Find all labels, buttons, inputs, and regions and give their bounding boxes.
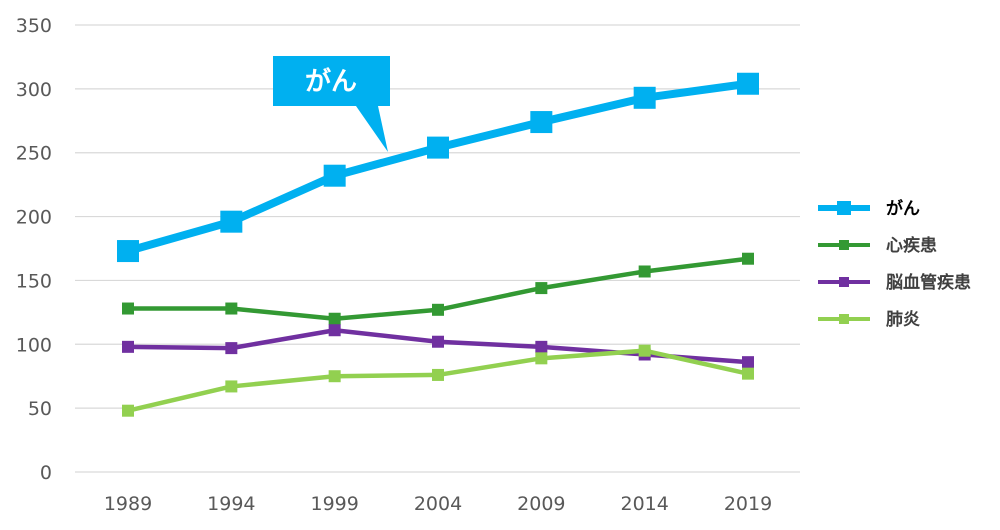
data-point: [638, 265, 651, 278]
x-tick-label: 2019: [724, 493, 772, 515]
y-tick-label: 300: [16, 79, 52, 101]
data-point: [432, 368, 444, 381]
legend-item: 肺炎: [818, 310, 920, 330]
data-point: [742, 356, 754, 369]
data-point: [432, 303, 444, 316]
legend-label: 肺炎: [886, 310, 920, 330]
data-point: [638, 344, 651, 357]
data-point: [328, 370, 341, 383]
legend-item: がん: [818, 198, 920, 219]
data-point: [122, 302, 134, 315]
x-tick-label: 1989: [104, 493, 152, 515]
callout: がん: [273, 56, 390, 152]
x-tick-label: 1999: [310, 493, 358, 515]
data-point: [122, 340, 134, 353]
data-point: [737, 72, 759, 95]
data-point: [432, 335, 444, 348]
legend-marker: [839, 240, 849, 250]
legend-item: 心疾患: [818, 235, 937, 256]
data-point: [323, 164, 346, 187]
series-3: [122, 344, 754, 417]
data-point: [225, 342, 238, 355]
data-point: [328, 312, 341, 325]
data-point: [535, 282, 548, 295]
y-tick-label: 100: [16, 334, 52, 356]
y-tick-label: 150: [16, 270, 52, 292]
data-point: [633, 86, 656, 109]
data-point: [535, 352, 548, 365]
data-point: [225, 380, 238, 393]
data-point: [225, 302, 238, 315]
data-point: [427, 136, 449, 159]
x-tick-label: 2004: [414, 493, 462, 515]
y-tick-label: 200: [16, 207, 52, 229]
legend-label: がん: [886, 198, 920, 219]
y-tick-label: 250: [16, 143, 52, 165]
data-point: [742, 252, 754, 265]
legend-marker: [839, 314, 849, 324]
data-point: [535, 340, 548, 353]
data-point: [117, 240, 139, 263]
legend-marker: [837, 201, 851, 215]
axis-labels: 0 50 100 150 200 250 300 350 1989 1994 1999 2004 200…: [16, 15, 772, 515]
legend-label: 心疾患: [886, 235, 937, 256]
callout-label: がん: [305, 66, 357, 97]
y-tick-label: 0: [40, 462, 52, 484]
legend-item: 脳血管疾患: [818, 272, 971, 293]
data-point: [220, 210, 243, 233]
y-tick-label: 350: [16, 15, 52, 37]
series-2: [122, 324, 754, 369]
callout-bubble: [273, 56, 390, 152]
legend-marker: [839, 277, 849, 287]
series-0: [117, 72, 759, 263]
legend-label: 脳血管疾患: [886, 272, 971, 293]
series-lines: [117, 72, 759, 417]
x-tick-label: 2009: [517, 493, 565, 515]
x-tick-label: 2014: [620, 493, 668, 515]
data-point: [328, 324, 341, 337]
data-point: [122, 404, 134, 417]
data-point: [530, 111, 553, 134]
series-1: [122, 252, 754, 325]
data-point: [742, 367, 754, 380]
y-tick-label: 50: [28, 398, 52, 420]
x-tick-label: 1994: [207, 493, 255, 515]
